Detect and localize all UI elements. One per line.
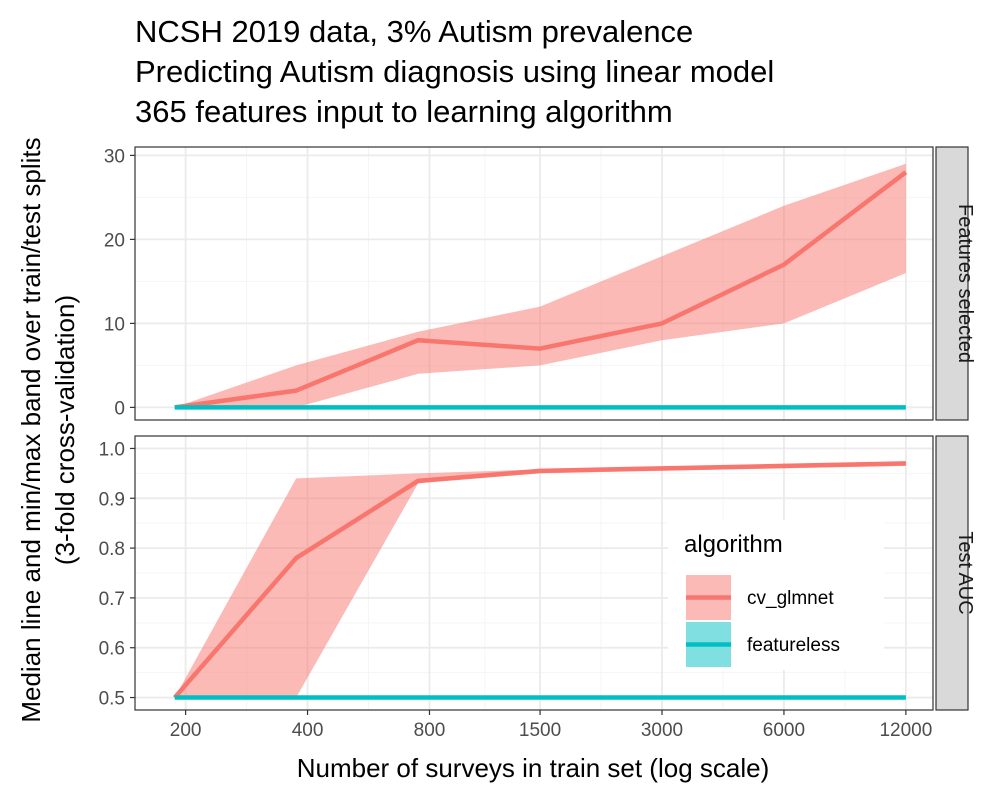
strip-label-features-selected: Features selected	[954, 204, 976, 363]
x-tick-label: 3000	[641, 720, 683, 741]
y-axis-title-line-2: (3-fold cross-validation)	[50, 295, 80, 565]
x-tick-label: 800	[414, 720, 446, 741]
y-tick-label: 0.8	[99, 539, 125, 560]
x-axis: 200 400 800 1500 3000 6000 12000	[170, 710, 932, 741]
facet-strip	[935, 435, 969, 711]
y-tick-label: 0.7	[99, 589, 125, 610]
y-axis-title-line-1: Median line and min/max band over train/…	[16, 137, 46, 722]
panel-border	[134, 435, 934, 711]
panel-border	[134, 146, 934, 421]
y-tick-label: 30	[104, 146, 125, 167]
y-tick-label: 0.5	[99, 689, 125, 710]
median-line-cv-glmnet	[173, 461, 906, 700]
y-tick-label: 20	[104, 230, 125, 251]
legend-title: algorithm	[684, 531, 783, 558]
legend: algorithm cv_glmnet featureless	[668, 520, 884, 670]
strip-label-test-auc: Test AUC	[954, 531, 976, 614]
y-tick-label: 0	[114, 398, 125, 419]
legend-label-featureless: featureless	[747, 635, 840, 656]
y-tick-label: 0.9	[99, 489, 125, 510]
x-axis-title: Number of surveys in train set (log scal…	[297, 753, 770, 783]
legend-item-cv-glmnet: cv_glmnet	[686, 575, 834, 620]
x-tick-label: 1500	[519, 720, 561, 741]
x-tick-label: 12000	[879, 720, 932, 741]
title-line-3: 365 features input to learning algorithm	[135, 94, 673, 129]
x-tick-label: 400	[292, 720, 324, 741]
chart-title: NCSH 2019 data, 3% Autism prevalence Pre…	[135, 14, 774, 129]
y-tick-label: 1.0	[99, 439, 125, 460]
x-tick-label: 200	[170, 720, 202, 741]
legend-label-cv-glmnet: cv_glmnet	[747, 588, 834, 609]
title-line-2: Predicting Autism diagnosis using linear…	[135, 54, 774, 89]
facet-strip	[935, 146, 969, 421]
legend-item-featureless: featureless	[686, 622, 840, 667]
x-tick-label: 6000	[763, 720, 805, 741]
y-tick-label: 10	[104, 314, 125, 335]
y-tick-label: 0.6	[99, 639, 125, 660]
panel-features-selected: Features selected 0 10 20 30	[104, 146, 976, 421]
band-cv-glmnet	[174, 163, 906, 408]
median-line-cv-glmnet	[174, 170, 908, 410]
title-line-1: NCSH 2019 data, 3% Autism prevalence	[135, 14, 693, 49]
y-axis-title: Median line and min/max band over train/…	[16, 137, 80, 722]
